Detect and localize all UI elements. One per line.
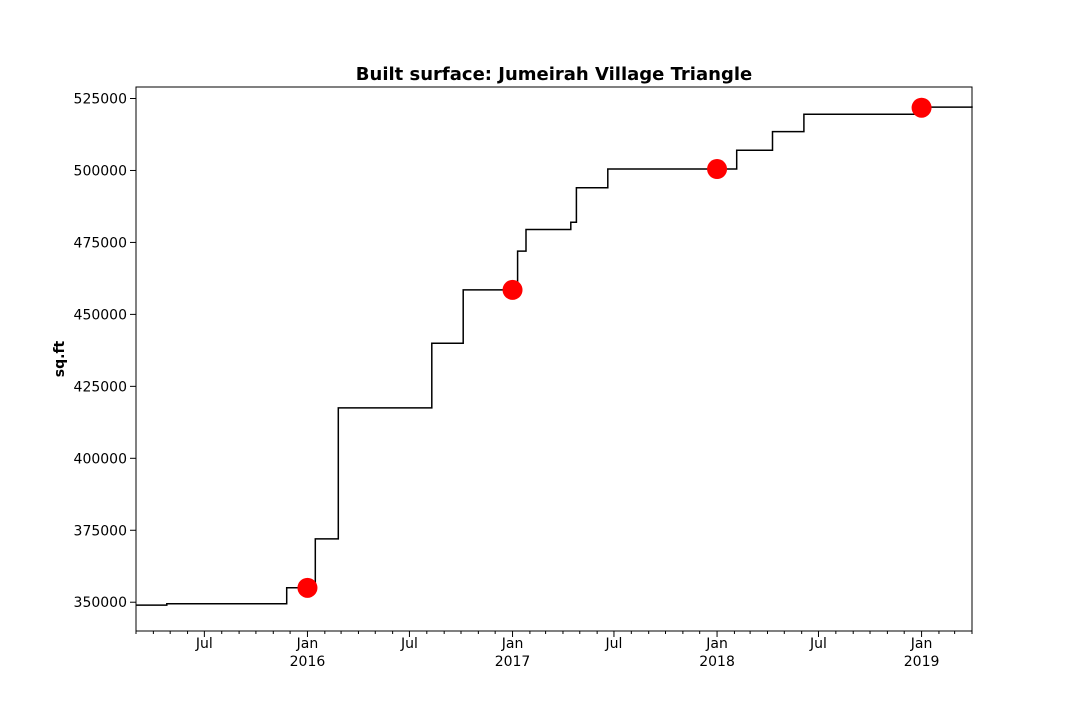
x-tick-label: Jan	[296, 636, 319, 652]
y-tick-label: 350000	[74, 595, 127, 611]
y-tick-label: 500000	[74, 163, 127, 179]
y-tick-label: 525000	[74, 92, 127, 108]
x-tick-label: Jan	[910, 636, 933, 652]
marker-points	[297, 97, 932, 598]
plot-area-frame	[135, 86, 973, 632]
x-tick-year-label: 2018	[699, 654, 735, 670]
marker-point	[707, 159, 728, 180]
step-series-line	[136, 106, 973, 606]
y-axis-ticks: 350000 375000 400000 425000 450000 475000 5000…	[74, 92, 136, 611]
x-axis-ticks: Jul Jan 2016 Jul Jan 2017 Jul Jan 2018 Jul Jan 2019	[195, 631, 939, 670]
y-tick-label: 450000	[74, 307, 127, 323]
y-tick-label: 475000	[74, 235, 127, 251]
y-tick-label: 400000	[74, 451, 127, 467]
marker-point	[911, 97, 932, 118]
y-tick-label: 375000	[74, 523, 127, 539]
x-tick-label: Jul	[605, 636, 623, 652]
y-axis-label: sq.ft	[52, 340, 68, 377]
y-tick-label: 425000	[74, 379, 127, 395]
chart-title: Built surface: Jumeirah Village Triangle	[356, 64, 752, 85]
x-tick-label: Jul	[400, 636, 418, 652]
x-tick-label: Jul	[195, 636, 213, 652]
x-tick-year-label: 2019	[904, 654, 940, 670]
x-tick-label: Jan	[705, 636, 728, 652]
marker-point	[297, 577, 318, 598]
x-tick-label: Jan	[501, 636, 524, 652]
marker-point	[502, 279, 523, 300]
x-tick-label: Jul	[809, 636, 827, 652]
x-axis-minor-ticks	[135, 631, 973, 634]
x-tick-year-label: 2017	[495, 654, 531, 670]
x-tick-year-label: 2016	[290, 654, 326, 670]
